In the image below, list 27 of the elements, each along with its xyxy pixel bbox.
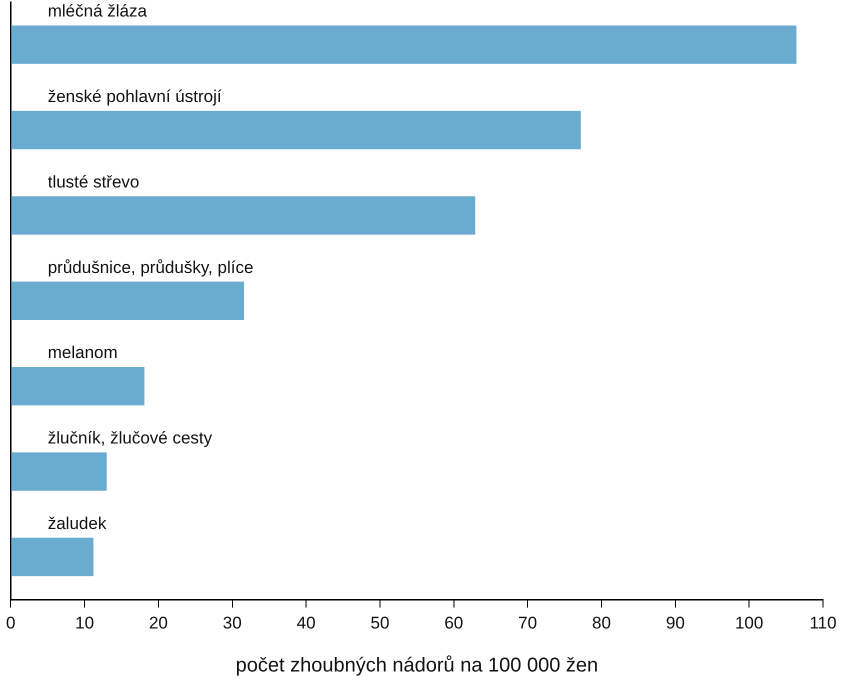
x-tick-label: 80 [592, 613, 611, 632]
y-tick-label: průdušnice, průdušky, plíce [48, 258, 254, 277]
bar [11, 196, 476, 235]
x-tick-label: 70 [518, 613, 538, 632]
y-tick-label: žaludek [48, 514, 107, 533]
x-tick-label: 20 [148, 613, 168, 632]
x-tick-label: 90 [666, 613, 685, 632]
x-tick-label: 0 [6, 613, 16, 632]
x-tick-label: 40 [296, 613, 316, 632]
y-tick-label: žlučník, žlučové cesty [48, 428, 213, 448]
x-tick-label: 30 [222, 613, 242, 632]
bar [11, 538, 94, 576]
x-tick-label: 100 [734, 613, 764, 632]
bar [11, 452, 107, 491]
x-axis-title: počet zhoubných nádorů na 100 000 žen [236, 654, 598, 677]
bar [11, 282, 244, 320]
x-tick-label: 110 [809, 613, 837, 632]
y-tick-label: melanom [48, 343, 118, 362]
y-tick-label: mléčná žláza [48, 2, 148, 21]
x-tick-label: 50 [370, 613, 390, 632]
bar [11, 25, 796, 64]
y-tick-label: ženské pohlavní ústrojí [48, 87, 222, 106]
x-tick-label: 10 [75, 613, 94, 632]
x-tick-label: 60 [444, 613, 464, 632]
bar [11, 366, 144, 406]
bar [11, 110, 581, 150]
y-tick-label: tlusté střevo [48, 172, 140, 192]
